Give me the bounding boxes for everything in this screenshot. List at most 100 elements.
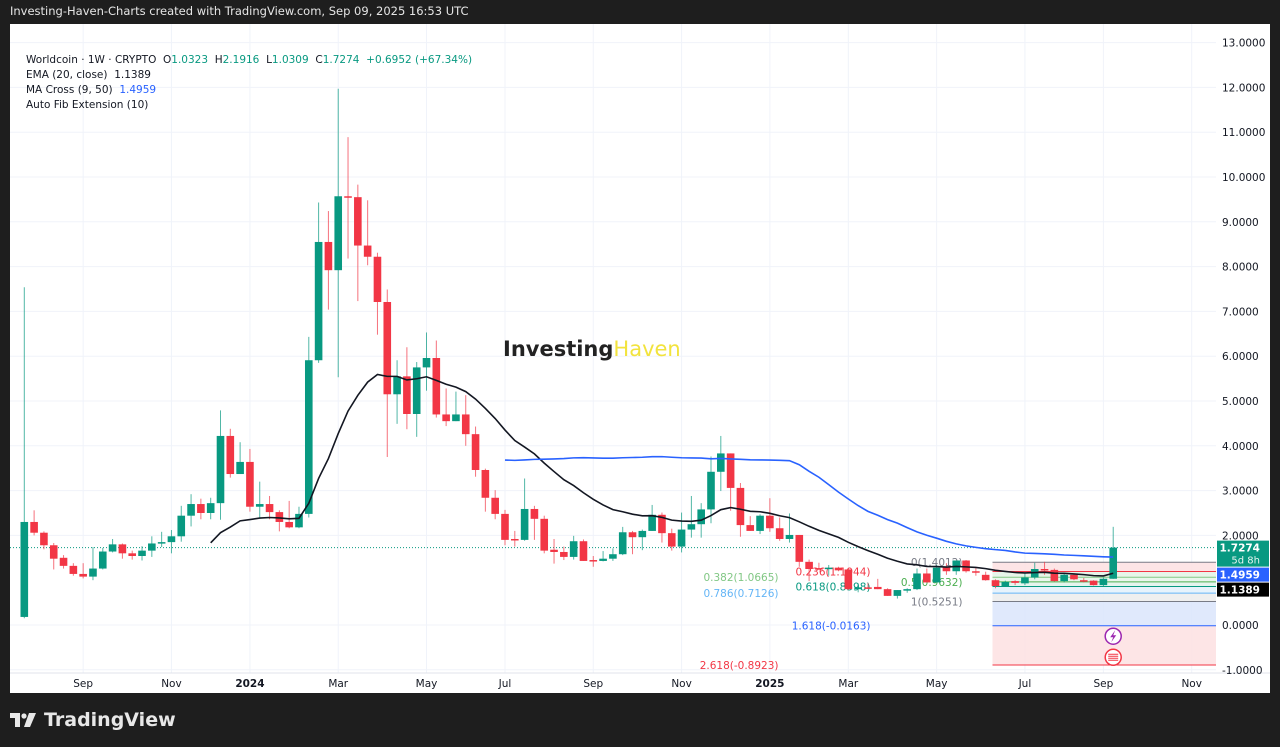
candle-body	[59, 557, 68, 566]
candle-body	[471, 434, 480, 470]
fib-band	[992, 593, 1216, 602]
time-tick-label: Nov	[671, 678, 692, 690]
price-tick-label: 2.0000	[1222, 530, 1259, 542]
candle-body	[265, 504, 274, 513]
change-value: +0.6952 (+67.34%)	[366, 54, 473, 66]
time-tick-label: May	[416, 678, 438, 690]
candle-body	[1050, 569, 1059, 582]
price-tag-value: 1.4959	[1219, 570, 1260, 582]
candle-body	[98, 551, 107, 569]
candle-body	[69, 565, 78, 574]
candle-body	[304, 360, 313, 514]
candle-body	[795, 534, 804, 562]
candle-body	[79, 573, 87, 577]
fib-band	[992, 571, 1216, 578]
candle-body	[530, 508, 539, 519]
candle-body	[393, 376, 401, 395]
time-tick-label: Nov	[161, 678, 182, 690]
tradingview-logo[interactable]: TradingView	[10, 709, 176, 731]
price-tag-countdown: 5d 8h	[1231, 556, 1260, 567]
time-tick-label: 2024	[235, 678, 264, 690]
time-tick-label: Mar	[328, 678, 348, 690]
legend-ema-row[interactable]: EMA (20, close) 1.1389	[26, 68, 472, 83]
legend-symbol-row[interactable]: Worldcoin · 1W · CRYPTO O1.0323 H2.1916 …	[26, 53, 472, 68]
price-tick-label: 12.0000	[1222, 82, 1265, 94]
fib-band	[992, 601, 1216, 626]
candle-body	[589, 560, 598, 562]
candle-body	[707, 471, 715, 510]
symbol-name: Worldcoin · 1W · CRYPTO	[26, 54, 157, 66]
candle-body	[658, 514, 666, 534]
candle-body	[883, 589, 892, 596]
time-tick-label: Jul	[498, 678, 512, 690]
open-label: O	[163, 54, 172, 66]
legend-ma-row[interactable]: MA Cross (9, 50) 1.4959	[26, 83, 472, 98]
time-tick-label: Sep	[73, 678, 93, 690]
candle-body	[962, 560, 970, 572]
ema-value: 1.1389	[114, 69, 151, 81]
price-chart[interactable]: 0(1.4012)0.236(1.1944)0.382(1.0665) 0.5(0…	[10, 24, 1270, 693]
us-flag-event-icon	[1104, 648, 1122, 667]
candle-body	[118, 544, 127, 554]
candle-body	[1079, 580, 1088, 582]
time-tick-label: Mar	[838, 678, 858, 690]
time-tick-label: Sep	[1094, 678, 1114, 690]
time-axis-bg	[10, 673, 1216, 693]
candle-body	[756, 515, 764, 531]
candle-body	[295, 513, 303, 528]
candle-body	[942, 566, 951, 572]
candle-body	[226, 435, 235, 475]
price-tick-label: 10.0000	[1222, 172, 1265, 184]
chart-header-title: Investing-Haven-Charts created with Trad…	[10, 4, 469, 18]
candle-body	[1070, 574, 1078, 580]
candle-body	[1109, 547, 1118, 579]
chart-legend: Worldcoin · 1W · CRYPTO O1.0323 H2.1916 …	[26, 53, 472, 113]
candle-body	[344, 196, 352, 198]
candle-body	[197, 504, 205, 513]
candle-body	[206, 503, 215, 513]
fib-level-label: 0.382(1.0665)	[703, 572, 778, 584]
price-tick-label: 7.0000	[1222, 306, 1259, 318]
watermark-part2: Haven	[613, 337, 681, 361]
price-tick-label: 0.0000	[1222, 620, 1259, 632]
price-tag	[1217, 567, 1269, 582]
fib-band	[992, 562, 1216, 572]
price-tick-label: 8.0000	[1222, 262, 1259, 274]
candle-body	[736, 487, 745, 526]
price-tick-label: -1.0000	[1222, 665, 1263, 677]
price-tick-label: 4.0000	[1222, 441, 1259, 453]
candle-body	[89, 568, 97, 577]
candle-body	[187, 504, 195, 516]
price-tick-label: 11.0000	[1222, 127, 1265, 139]
price-tick-label: 5.0000	[1222, 396, 1259, 408]
candle-body	[677, 529, 686, 547]
candle-body	[550, 549, 558, 552]
time-tick-label: Nov	[1181, 678, 1202, 690]
candle-body	[766, 515, 774, 529]
high-label: H	[214, 54, 223, 66]
candle-body	[157, 542, 166, 544]
candle-body	[726, 453, 735, 488]
candle-body	[805, 561, 813, 569]
candle-body	[893, 590, 902, 596]
candle-body	[717, 453, 725, 472]
legend-fib-row[interactable]: Auto Fib Extension (10)	[26, 98, 472, 113]
fib-level-label: 2.618(-0.8923)	[700, 660, 779, 672]
candle-body	[30, 521, 38, 533]
candle-body	[138, 550, 146, 557]
open-value: 1.0323	[171, 54, 209, 66]
fib-band	[992, 586, 1216, 594]
candle-body	[873, 586, 882, 590]
ma-50-line	[504, 455, 1114, 558]
candle-body	[1040, 569, 1049, 571]
ema-label: EMA (20, close)	[26, 69, 108, 81]
candle-body	[932, 567, 941, 583]
candle-body	[864, 587, 872, 589]
candle-body	[432, 357, 441, 415]
candle-body	[579, 541, 588, 561]
chart-pane[interactable]: 0(1.4012) 0.236(1.1944) 0.382(1.0665) 0.5(0…	[10, 24, 1270, 693]
candle-body	[177, 515, 186, 537]
candle-body	[216, 435, 225, 504]
low-label: L	[266, 54, 272, 66]
candle-body	[108, 544, 117, 552]
